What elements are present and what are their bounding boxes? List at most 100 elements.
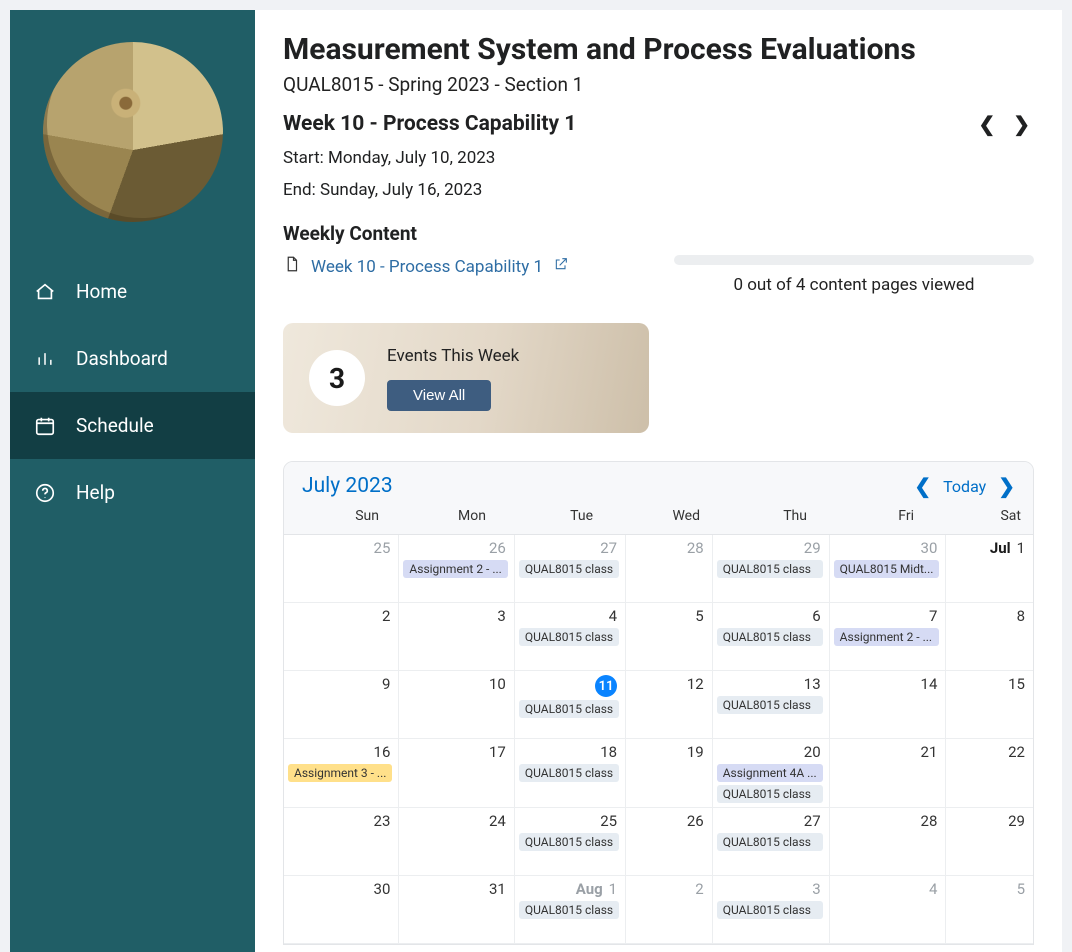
calendar-cell[interactable]: 28 — [626, 535, 713, 603]
calendar-day-number: 10 — [403, 675, 507, 693]
sidebar-item-help[interactable]: Help — [10, 459, 255, 526]
calendar-event[interactable]: QUAL8015 class — [519, 901, 619, 919]
calendar-event[interactable]: QUAL8015 class — [717, 833, 823, 851]
calendar-event[interactable]: QUAL8015 class — [717, 901, 823, 919]
calendar-cell[interactable]: 2 — [626, 876, 713, 944]
calendar-cell[interactable]: 22 — [946, 739, 1033, 808]
calendar-day-number: 14 — [834, 675, 940, 693]
calendar-cell[interactable]: 25QUAL8015 class — [515, 808, 626, 876]
calendar-cell[interactable]: 14 — [830, 671, 947, 739]
calendar-day-number: 30 — [288, 880, 392, 898]
calendar-event[interactable]: Assignment 3 - ... — [288, 764, 392, 782]
calendar-cell[interactable]: 4 — [830, 876, 947, 944]
home-icon — [34, 281, 56, 303]
calendar-event[interactable]: QUAL8015 class — [519, 764, 619, 782]
progress-bar — [674, 255, 1034, 265]
calendar-event[interactable]: QUAL8015 class — [717, 560, 823, 578]
calendar-cell[interactable]: 29QUAL8015 class — [713, 535, 830, 603]
sidebar-item-label: Home — [76, 280, 127, 303]
calendar-event[interactable]: QUAL8015 Midt... — [834, 560, 940, 578]
calendar-cell[interactable]: 16Assignment 3 - ... — [284, 739, 399, 808]
sidebar-item-schedule[interactable]: Schedule — [10, 392, 255, 459]
calendar-event[interactable]: QUAL8015 class — [519, 700, 619, 718]
calendar-today-button[interactable]: Today — [943, 477, 986, 496]
calendar-cell[interactable]: 26Assignment 2 - ... — [399, 535, 514, 603]
calendar-cell[interactable]: 6QUAL8015 class — [713, 603, 830, 671]
calendar-day-number: 5 — [630, 607, 706, 625]
content-link[interactable]: Week 10 - Process Capability 1 — [283, 255, 569, 278]
calendar-month-prefix: Jul — [990, 539, 1011, 557]
calendar-event[interactable]: Assignment 4A ... — [717, 764, 823, 782]
calendar-event[interactable]: QUAL8015 class — [717, 785, 823, 803]
week-prev-button[interactable]: ❮ — [974, 110, 999, 138]
calendar-cell[interactable]: 11 QUAL8015 class — [515, 671, 626, 739]
calendar-event[interactable]: QUAL8015 class — [717, 628, 823, 646]
calendar-cell[interactable]: 3 — [399, 603, 514, 671]
view-all-button[interactable]: View All — [387, 380, 491, 411]
calendar-cell[interactable]: 3QUAL8015 class — [713, 876, 830, 944]
calendar-cell[interactable]: 24 — [399, 808, 514, 876]
week-nav: ❮ ❯ — [974, 110, 1034, 138]
calendar-cell[interactable]: 27 QUAL8015 class — [515, 535, 626, 603]
calendar-cell[interactable]: 20 Assignment 4A ... QUAL8015 class — [713, 739, 830, 808]
calendar-event[interactable]: QUAL8015 class — [519, 560, 619, 578]
calendar-day-number: 7 — [834, 607, 940, 625]
calendar-cell[interactable]: 10 — [399, 671, 514, 739]
calendar-cell[interactable]: 23 — [284, 808, 399, 876]
calendar-cell[interactable]: 31 — [399, 876, 514, 944]
calendar-cell[interactable]: 30 — [284, 876, 399, 944]
calendar-cell[interactable]: 15 — [946, 671, 1033, 739]
calendar-event[interactable]: QUAL8015 class — [519, 628, 619, 646]
calendar-cell[interactable]: Aug1QUAL8015 class — [515, 876, 626, 944]
calendar-day-number: 25 — [288, 539, 392, 557]
calendar-cell[interactable]: 21 — [830, 739, 947, 808]
calendar-month-prefix: Aug — [576, 880, 603, 898]
calendar-day-number: 2 — [630, 880, 706, 898]
calendar-event[interactable]: Assignment 2 - ... — [834, 628, 940, 646]
calendar-day-number: 13 — [717, 675, 823, 693]
calendar-cell[interactable]: 19 — [626, 739, 713, 808]
calendar: July 2023 ❮ Today ❯ SunMonTueWedThuFriSa… — [283, 461, 1034, 945]
calendar-cell[interactable]: 2 — [284, 603, 399, 671]
calendar-cell[interactable]: 4QUAL8015 class — [515, 603, 626, 671]
calendar-cell[interactable]: 5 — [626, 603, 713, 671]
calendar-cell[interactable]: 27QUAL8015 class — [713, 808, 830, 876]
calendar-day-number: 24 — [403, 812, 507, 830]
calendar-prev-button[interactable]: ❮ — [914, 474, 931, 498]
calendar-day-number: 15 — [950, 675, 1027, 693]
calendar-cell[interactable]: 8 — [946, 603, 1033, 671]
weekly-content-heading: Weekly Content — [283, 222, 1034, 245]
content-link-text[interactable]: Week 10 - Process Capability 1 — [311, 257, 543, 277]
sidebar-item-home[interactable]: Home — [10, 258, 255, 325]
week-start: Start: Monday, July 10, 2023 — [283, 148, 1034, 168]
sidebar-item-dashboard[interactable]: Dashboard — [10, 325, 255, 392]
calendar-cell[interactable]: 29 — [946, 808, 1033, 876]
calendar-cell[interactable]: 26 — [626, 808, 713, 876]
calendar-day-number: 12 — [630, 675, 706, 693]
calendar-cell[interactable]: 12 — [626, 671, 713, 739]
calendar-event[interactable]: QUAL8015 class — [717, 696, 823, 714]
calendar-day-number: 27 — [519, 539, 619, 557]
calendar-cell[interactable]: 9 — [284, 671, 399, 739]
calendar-cell[interactable]: 25 — [284, 535, 399, 603]
calendar-dow: Sun — [284, 502, 391, 534]
events-count-badge: 3 — [309, 350, 365, 406]
calendar-cell[interactable]: 13 QUAL8015 class — [713, 671, 830, 739]
calendar-day-number: 8 — [950, 607, 1027, 625]
calendar-cell[interactable]: 28 — [830, 808, 947, 876]
calendar-day-number: 11 — [519, 675, 619, 697]
calendar-day-number: 20 — [717, 743, 823, 761]
calendar-event[interactable]: Assignment 2 - ... — [403, 560, 507, 578]
calendar-next-button[interactable]: ❯ — [998, 474, 1015, 498]
calendar-cell[interactable]: Jul1 — [946, 535, 1033, 603]
calendar-cell[interactable]: 30QUAL8015 Midt... — [830, 535, 947, 603]
calendar-cell[interactable]: 17 — [399, 739, 514, 808]
calendar-day-number: 22 — [950, 743, 1027, 761]
calendar-cell[interactable]: 7 Assignment 2 - ... — [830, 603, 947, 671]
calendar-cell[interactable]: 18QUAL8015 class — [515, 739, 626, 808]
calendar-event[interactable]: QUAL8015 class — [519, 833, 619, 851]
week-next-button[interactable]: ❯ — [1009, 110, 1034, 138]
calendar-day-number: Jul1 — [950, 539, 1027, 557]
calendar-cell[interactable]: 5 — [946, 876, 1033, 944]
calendar-day-number: 3 — [403, 607, 507, 625]
